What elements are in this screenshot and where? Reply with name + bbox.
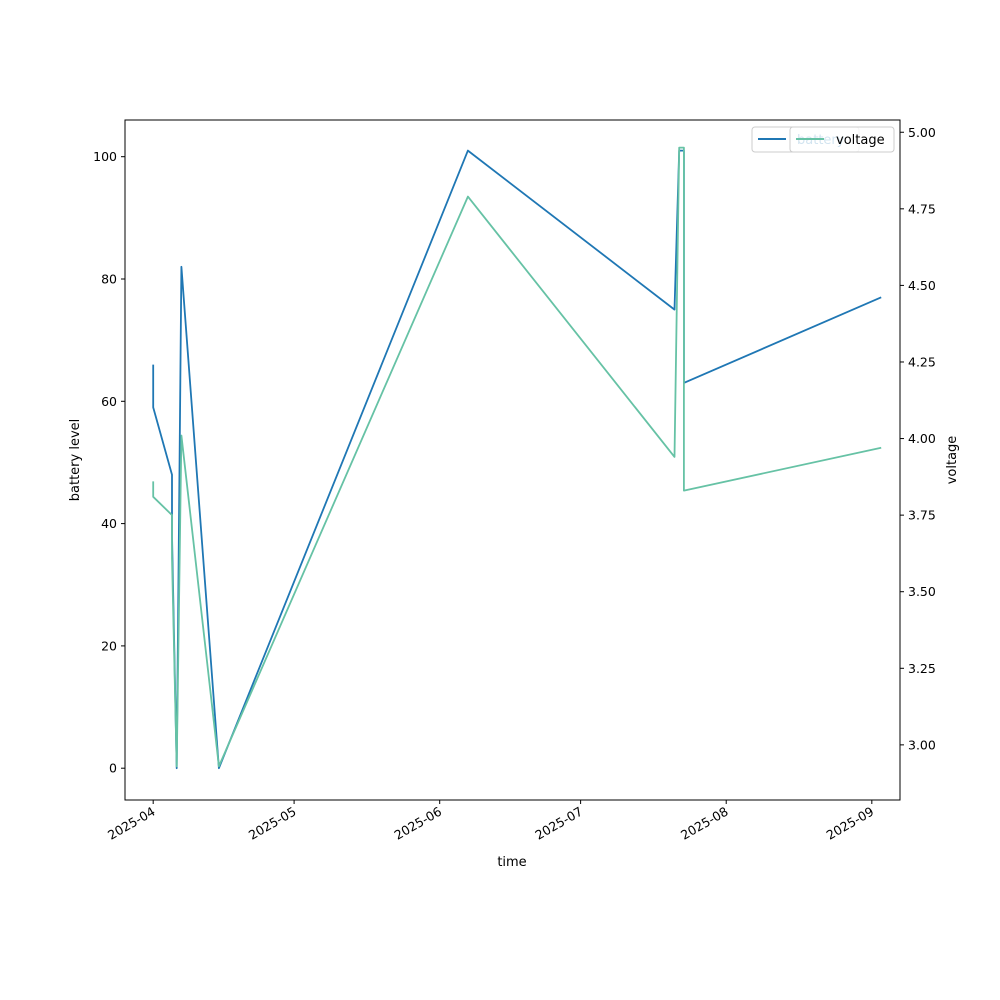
x-tick-label: 2025-06 [391, 804, 444, 843]
y-tick-label-right: 4.50 [908, 278, 936, 293]
x-tick-label: 2025-09 [824, 804, 877, 843]
y-axis-title-right: voltage [945, 436, 960, 485]
y-tick-label-left: 40 [101, 516, 117, 531]
x-tick-label: 2025-04 [105, 804, 158, 843]
y-tick-label-left: 80 [101, 271, 117, 286]
legend-voltage-box [789, 126, 895, 153]
y-tick-label-right: 4.75 [908, 201, 936, 216]
series-layer [152, 146, 882, 770]
x-tick-label: 2025-08 [678, 804, 731, 843]
plot-area [125, 120, 900, 800]
plot-frame [124, 119, 901, 801]
y-tick-label-right: 3.25 [908, 661, 936, 676]
legend-voltage: voltage [789, 126, 895, 153]
series-line-voltage [152, 146, 882, 768]
y-tick-label-right: 4.25 [908, 354, 936, 369]
y-tick-label-right: 3.00 [908, 737, 936, 752]
y-tick-label-right: 3.75 [908, 508, 936, 523]
x-tick-label: 2025-05 [246, 804, 299, 843]
y-tick-label-left: 100 [93, 149, 117, 164]
y-tick-label-right: 3.50 [908, 584, 936, 599]
y-tick-label-right: 4.00 [908, 431, 936, 446]
y-tick-label-left: 60 [101, 394, 117, 409]
y-tick-label-left: 0 [109, 761, 117, 776]
y-tick-label-left: 20 [101, 638, 117, 653]
y-axis-title-left: battery level [68, 419, 83, 502]
x-tick-label: 2025-07 [532, 804, 585, 843]
legend-voltage-label: voltage [836, 133, 885, 148]
x-axis-title: time [497, 855, 526, 870]
y-tick-label-right: 5.00 [908, 125, 936, 140]
